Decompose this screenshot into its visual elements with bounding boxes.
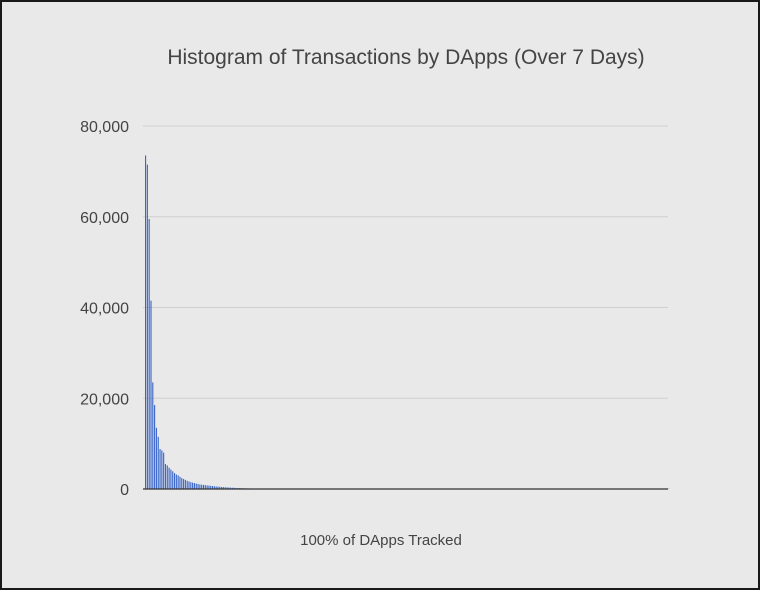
histogram-bar [230, 487, 232, 489]
histogram-bar [183, 479, 185, 489]
grid-layer [143, 125, 668, 399]
histogram-bar [226, 487, 228, 489]
histogram-bar [184, 479, 186, 489]
histogram-bar [197, 484, 199, 489]
histogram-bar [172, 471, 174, 489]
histogram-bar [219, 486, 221, 489]
histogram-bar [159, 449, 161, 489]
histogram-bar [221, 486, 223, 489]
histogram-bar [217, 486, 219, 489]
histogram-bar [170, 469, 172, 489]
histogram-bar [192, 482, 194, 489]
histogram-bar [193, 483, 196, 489]
histogram-bar [157, 436, 159, 489]
y-tick-label: 80,000 [80, 119, 129, 136]
histogram-bar [228, 487, 230, 489]
bar-series [145, 155, 670, 490]
histogram-bar [166, 465, 168, 489]
histogram-bar [145, 155, 147, 489]
histogram-bar [195, 483, 197, 489]
histogram-bar [206, 485, 208, 489]
histogram-bar [161, 450, 163, 489]
histogram-bar [202, 484, 205, 489]
histogram-bar [173, 473, 176, 489]
histogram-bar [155, 427, 157, 489]
histogram-bar [222, 487, 224, 489]
histogram-bar [208, 485, 210, 489]
histogram-bar [199, 484, 201, 489]
chart-title: Histogram of Transactions by DApps (Over… [167, 46, 645, 69]
histogram-bar [148, 219, 150, 490]
histogram-bar [177, 475, 179, 489]
histogram-bar [175, 474, 177, 489]
y-tick-label: 20,000 [80, 391, 129, 408]
histogram-bar [181, 478, 183, 489]
histogram-bar [164, 464, 167, 489]
histogram-bar [163, 452, 165, 489]
y-tick-label: 0 [120, 482, 129, 499]
histogram-bar [211, 486, 214, 489]
x-axis-label: 100% of DApps Tracked [300, 532, 462, 549]
histogram-bar [210, 485, 212, 489]
histogram-bar [168, 467, 170, 489]
y-tick-label: 60,000 [80, 210, 129, 227]
histogram-bar [213, 486, 215, 489]
histogram-bar [204, 485, 206, 489]
histogram-bar [186, 480, 188, 489]
histogram-bar [152, 382, 154, 489]
histogram-bar [179, 476, 181, 489]
histogram-bar [231, 487, 234, 489]
histogram-bar [146, 164, 148, 489]
histogram-bar [201, 484, 203, 489]
y-tick-label: 40,000 [80, 301, 129, 318]
histogram-bar [215, 486, 217, 489]
histogram-bar [154, 405, 156, 489]
histogram-bar [188, 481, 190, 489]
histogram-bar [224, 487, 226, 489]
histogram-bar [190, 482, 192, 489]
histogram-bar [150, 300, 152, 489]
y-tick-labels: 0 20,000 40,000 60,000 80,000 [80, 119, 129, 499]
